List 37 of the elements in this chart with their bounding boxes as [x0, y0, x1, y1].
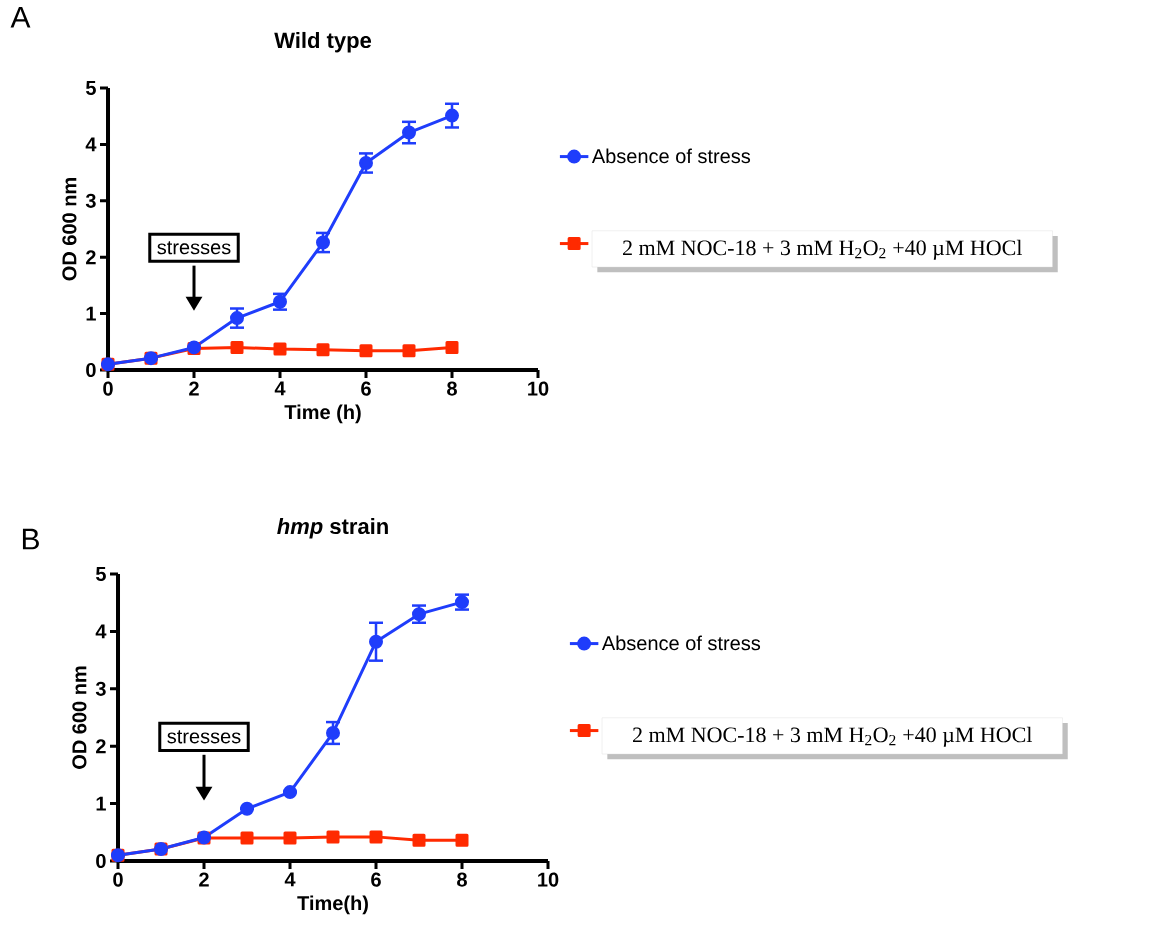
x-tick-label: 2	[189, 381, 199, 396]
legend-label: Absence of stress	[591, 148, 751, 164]
annotation: stresses	[157, 241, 231, 255]
y-tick-label: 0	[96, 853, 106, 869]
y-tick-label: 2	[86, 250, 96, 265]
y-tick-label: 4	[85, 137, 97, 152]
y-tick-label: 3	[95, 681, 106, 696]
text: B	[22, 528, 39, 550]
legend-label: 2 mM NOC-18 + 3 mM H$_{2}$O$_{2}$ +40 µM HOCl	[623, 239, 1023, 260]
y-tick-label: 2	[96, 739, 106, 754]
x-tick-label: 2	[199, 872, 209, 887]
y-tick-label: 1	[86, 306, 96, 321]
x-tick-label: 6	[361, 381, 371, 396]
y-axis-title: OD 600 nm	[72, 666, 87, 769]
text: A	[10, 6, 31, 28]
y-tick-label: 4	[95, 624, 107, 639]
legend-label: 2 mM NOC-18 + 3 mM H$_{2}$O$_{2}$ +40 µM HOCl	[633, 726, 1033, 747]
chart-title: hmp strain	[277, 517, 388, 539]
y-tick-label: 5	[85, 81, 96, 95]
x-tick-label: 4	[284, 872, 296, 887]
x-tick-label: 6	[371, 872, 381, 887]
x-axis-title: Time (h)	[284, 404, 361, 424]
y-tick-label: 0	[86, 362, 96, 378]
y-tick-label: 3	[85, 193, 96, 208]
chart-title: Wild type	[274, 31, 372, 53]
x-tick-label: 8	[457, 872, 467, 887]
y-tick-label: 5	[95, 567, 106, 581]
y-tick-label: 1	[96, 796, 106, 811]
x-tick-label: 8	[447, 381, 457, 396]
annotation: stresses	[167, 730, 241, 744]
x-tick-label: 4	[274, 381, 286, 396]
x-tick-label: 10	[538, 872, 559, 887]
legend-label: Absence of stress	[601, 635, 761, 651]
y-axis-title: OD 600 nm	[62, 178, 77, 281]
x-tick-label: 10	[528, 381, 549, 396]
x-axis-title: Time(h)	[297, 895, 368, 915]
x-tick-label: 0	[113, 872, 123, 887]
